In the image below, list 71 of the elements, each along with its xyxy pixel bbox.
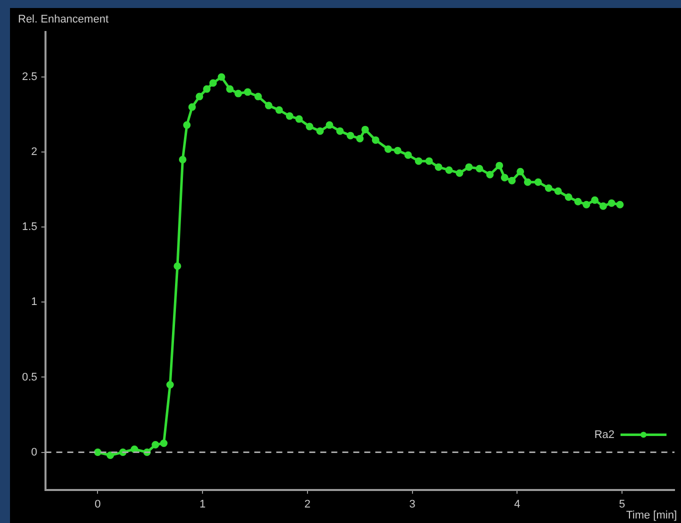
point	[160, 440, 168, 448]
point	[130, 446, 138, 454]
point	[316, 127, 324, 135]
point	[361, 126, 369, 134]
point	[254, 92, 262, 100]
point	[178, 156, 186, 164]
point	[434, 163, 442, 171]
point	[234, 90, 242, 98]
point	[94, 448, 102, 456]
point	[404, 151, 412, 159]
point	[486, 170, 494, 178]
point	[414, 157, 422, 165]
point	[306, 122, 314, 130]
point	[554, 187, 562, 195]
point	[244, 88, 252, 96]
point	[295, 115, 303, 123]
x-tick-label: 0	[94, 498, 101, 510]
point	[508, 176, 516, 184]
legend-label: Ra2	[594, 428, 614, 441]
point	[500, 174, 508, 182]
point	[394, 146, 402, 154]
point	[275, 106, 283, 114]
y-tick-label: 2.5	[22, 71, 38, 84]
point	[516, 168, 524, 176]
point	[582, 200, 590, 208]
point	[456, 169, 464, 177]
point	[356, 134, 364, 142]
point	[218, 73, 226, 81]
point	[106, 452, 114, 460]
x-tick-label: 5	[619, 498, 626, 510]
y-axis-title: Rel. Enhancement	[18, 14, 108, 26]
y-tick-label: 0.5	[22, 371, 38, 384]
y-tick-label: 2	[31, 146, 38, 158]
point	[465, 163, 473, 171]
point	[372, 136, 380, 144]
y-tick-label: 1.5	[22, 221, 38, 234]
point	[166, 380, 174, 388]
y-tick-label: 1	[31, 296, 38, 308]
point	[384, 145, 392, 153]
y-tick-label: 0	[31, 446, 38, 458]
point	[183, 121, 191, 129]
x-tick-label: 1	[200, 498, 206, 510]
point	[226, 85, 234, 93]
point	[209, 79, 217, 87]
point	[524, 178, 532, 186]
x-tick-label: 4	[514, 498, 520, 510]
point	[476, 164, 484, 172]
point	[599, 202, 607, 210]
point	[591, 196, 599, 204]
point	[336, 127, 344, 135]
point	[496, 162, 504, 170]
x-tick-label: 2	[304, 498, 311, 510]
point	[564, 193, 572, 201]
point	[188, 103, 196, 111]
point	[196, 92, 204, 100]
point	[616, 200, 624, 208]
point	[608, 199, 616, 207]
point	[286, 112, 294, 120]
point	[534, 178, 542, 186]
point	[544, 184, 552, 192]
point	[203, 85, 211, 93]
point	[425, 157, 433, 165]
point	[264, 102, 272, 110]
point	[152, 441, 160, 449]
point	[445, 166, 453, 174]
point	[174, 262, 182, 270]
x-axis-title: Time [min]	[626, 510, 677, 522]
point	[346, 132, 354, 140]
x-tick-label: 3	[409, 498, 416, 510]
point	[574, 198, 582, 206]
point	[326, 121, 334, 129]
